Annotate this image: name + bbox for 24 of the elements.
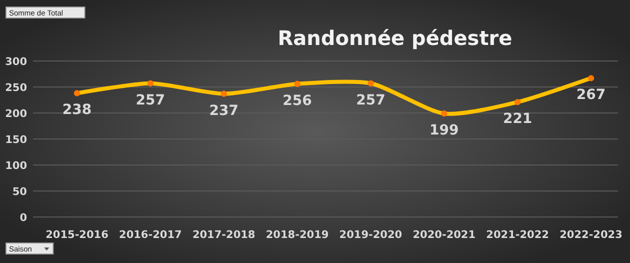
y-tick-label: 150 [5,134,27,146]
data-label: 199 [430,122,459,139]
data-label: 257 [356,92,386,108]
data-label: 237 [209,102,238,119]
data-label: 221 [502,111,532,128]
data-label: 256 [282,92,312,109]
x-tick-label: 2016-2017 [119,229,182,241]
y-tick-label: 50 [12,186,27,198]
x-tick-label: 2021-2022 [486,229,549,241]
x-tick-label: 2020-2021 [412,229,476,241]
data-label: 267 [576,87,606,104]
y-tick-label: 250 [5,82,27,94]
x-tick-label: 2015-2016 [46,229,108,241]
data-label: 238 [62,102,92,118]
x-tick-label: 2018-2019 [266,229,329,241]
y-tick-label: 0 [20,212,27,224]
data-label: 257 [136,92,166,108]
y-tick-label: 200 [5,108,27,120]
x-tick-label: 2019-2020 [339,229,402,241]
y-tick-label: 100 [5,160,27,172]
y-tick-label: 300 [5,56,27,68]
x-tick-label: 2022-2023 [560,229,622,241]
x-tick-label: 2017-2018 [192,229,256,241]
chart-title: Randonnée pédestre [278,26,512,50]
